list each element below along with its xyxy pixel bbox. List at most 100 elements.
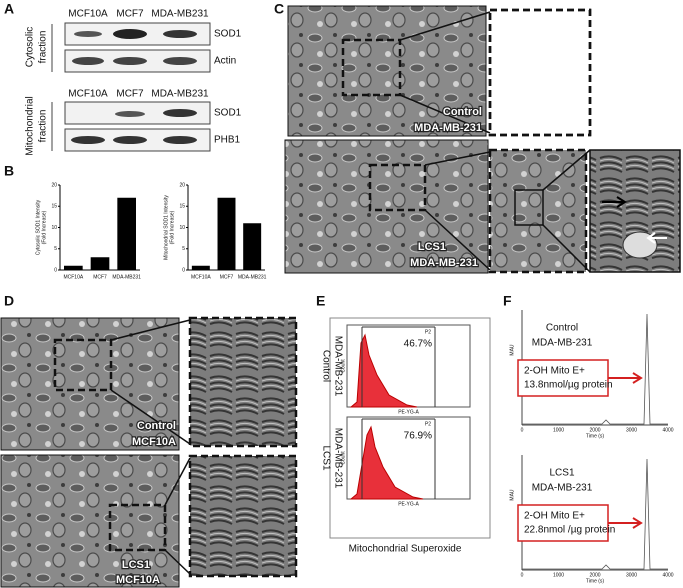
fraction-label: fraction [38, 31, 49, 64]
hplc-plots: 0 1000 2000 3000 4000 Time (s) MAU Control MDA-M… [509, 310, 674, 584]
y-axis-label: Count [340, 359, 346, 373]
micrographs-d: Control MCF10A LCS1 MCF10A [0, 316, 298, 588]
x-tick-label: MCF10A [191, 274, 211, 280]
y-tick-label: 5 [54, 246, 57, 252]
y-tick-label: 15 [51, 204, 57, 210]
fraction-label: Mitochondrial [25, 96, 36, 155]
x-tick-label: 4000 [662, 427, 673, 433]
lane-label: MDA-MB231 [151, 89, 209, 100]
flow-frame [329, 317, 491, 539]
result-box [517, 504, 609, 542]
micrographs-c: Control MDA-MB-231 LCS1 MDA-MB-231 [284, 5, 681, 274]
bar [243, 223, 262, 270]
panel-label: F [503, 293, 512, 309]
panel-label: B [4, 163, 14, 179]
result-text: 2-OH Mito E+ [524, 511, 585, 522]
bar [191, 265, 210, 270]
condition-label: MDA-MB-231 [532, 483, 593, 494]
y-axis-label: Count [340, 451, 346, 465]
y-tick-label: 5 [182, 246, 185, 252]
chromatogram [522, 313, 668, 425]
lane-label: MCF7 [116, 9, 144, 20]
result-box [517, 359, 609, 397]
x-tick-label: 2000 [589, 572, 600, 578]
x-tick-label: 4000 [662, 572, 673, 578]
percent-label: 76.9% [404, 431, 432, 442]
condition-label: MDA-MB-231 [532, 338, 593, 349]
y-tick-label: 15 [179, 204, 185, 210]
panel-label: A [4, 1, 14, 17]
arrow [608, 517, 643, 529]
x-tick-label: 2000 [589, 427, 600, 433]
blot-top: MCF10A MCF7 MDA-MB231 SOD1 Actin Cytosol… [25, 9, 242, 73]
condition-label: LCS1 [122, 559, 150, 571]
panel-label: E [316, 293, 325, 309]
y-axis-label: (Fold Increase) [169, 210, 175, 244]
condition-label: LCS1 [418, 241, 446, 253]
bar [217, 197, 236, 270]
x-tick-label: MCF7 [220, 274, 234, 280]
y-tick-label: 0 [54, 267, 57, 273]
y-tick-label: 10 [51, 225, 57, 231]
blot-label: SOD1 [214, 29, 242, 40]
bar [117, 197, 136, 270]
condition-label: MCF10A [116, 574, 160, 586]
arrow [608, 372, 643, 384]
x-tick-label: MCF10A [63, 274, 83, 280]
condition-label: Control [137, 420, 176, 432]
fraction-label: Cytosolic [25, 27, 36, 68]
blot-label: Actin [214, 56, 236, 67]
y-tick-label: 20 [51, 182, 57, 188]
blot-label: SOD1 [214, 108, 242, 119]
bar-charts: 0 5 10 15 20 Cytosolic SOD1 Intensity (Fold In… [35, 182, 266, 280]
x-tick-label: MDA-MB231 [238, 274, 267, 280]
condition-label: MDA-MB-231 [410, 257, 478, 269]
condition-label: MCF10A [132, 436, 176, 448]
y-tick-label: 20 [179, 182, 185, 188]
x-tick-label: 0 [521, 427, 524, 433]
result-text: 13.8nmol/µg protein [524, 380, 613, 391]
bar [90, 257, 110, 270]
y-axis-label: Mitochondrial SOD1 Intensity [163, 195, 169, 260]
gate-label: P2 [425, 329, 431, 335]
condition-label: Control [443, 106, 482, 118]
lane-label: MCF10A [68, 89, 108, 100]
result-text: 22.8nmol /µg protein [524, 525, 615, 536]
y-axis-label: Cytosolic SOD1 Intensity [35, 199, 41, 255]
x-tick-label: 3000 [626, 572, 637, 578]
y-axis-label: MAU [509, 344, 515, 356]
condition-label: MDA-MB-231 [414, 122, 482, 134]
y-axis-label: MAU [509, 489, 515, 501]
lane-label: MDA-MB231 [151, 9, 209, 20]
x-tick-label: 0 [521, 572, 524, 578]
lane-label: MCF7 [116, 89, 144, 100]
lane-label: MCF10A [68, 9, 108, 20]
x-axis-label: PE-YG-A [398, 501, 419, 507]
condition-label: Control [320, 350, 331, 382]
result-text: 2-OH Mito E+ [524, 366, 585, 377]
x-axis-label: Time (s) [586, 433, 604, 439]
condition-label: MDA-MB-231 [332, 428, 343, 489]
panel-label: C [274, 1, 284, 17]
condition-label: Control [546, 323, 578, 334]
percent-label: 46.7% [404, 339, 432, 350]
histogram [349, 333, 418, 408]
chromatogram [522, 458, 668, 570]
fraction-label: fraction [38, 110, 49, 143]
condition-label: MDA-MB-231 [332, 336, 343, 397]
gate-label: P2 [425, 421, 431, 427]
caption: Mitochondrial Superoxide [349, 544, 462, 555]
x-tick-label: MCF7 [93, 274, 107, 280]
bar [64, 265, 83, 270]
x-tick-label: 1000 [553, 427, 564, 433]
y-tick-label: 0 [182, 267, 185, 273]
condition-label: LCS1 [549, 468, 574, 479]
blot-label: PHB1 [214, 135, 241, 146]
panel-label: D [4, 293, 14, 309]
condition-label: LCS1 [320, 445, 331, 470]
blot-bottom: MCF10A MCF7 MDA-MB231 SOD1 PHB1 Mitochon… [25, 89, 242, 156]
y-tick-label: 10 [179, 225, 185, 231]
x-tick-label: 3000 [626, 427, 637, 433]
